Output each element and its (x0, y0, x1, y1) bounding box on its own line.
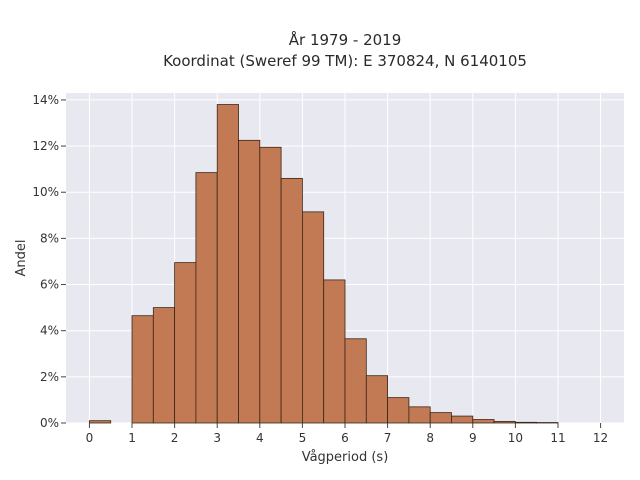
chart-title: År 1979 - 2019 (289, 30, 402, 49)
y-tick-label: 2% (40, 370, 59, 384)
histogram-bar (323, 279, 346, 424)
x-tick-label: 10 (508, 431, 523, 445)
y-tick-label: 14% (32, 93, 59, 107)
y-tick-label: 0% (40, 416, 59, 430)
histogram-bar (514, 421, 538, 424)
histogram-bar (408, 406, 431, 424)
x-tick-label: 12 (593, 431, 608, 445)
histogram-bar (387, 397, 410, 424)
x-tick-label: 4 (256, 431, 264, 445)
x-axis-label: Vågperiod (s) (302, 450, 389, 465)
y-tick-label: 6% (40, 278, 59, 292)
y-tick-label: 10% (32, 185, 59, 199)
y-tick-label: 12% (32, 139, 59, 153)
histogram-bar (493, 420, 516, 424)
y-axis-label: Andel (14, 240, 29, 277)
histogram-bar (429, 412, 452, 424)
x-tick-label: 8 (426, 431, 434, 445)
x-axis-ticks: 0 1 2 3 4 5 6 7 8 9 10 11 12 (86, 423, 608, 445)
y-axis-ticks: 0% 2% 4% 6% 8% 10% 12% 14% (32, 93, 66, 430)
histogram-bar (451, 415, 474, 424)
y-tick-label: 4% (40, 324, 59, 338)
x-tick-label: 11 (550, 431, 565, 445)
x-tick-label: 6 (341, 431, 349, 445)
x-tick-label: 3 (213, 431, 221, 445)
histogram-bar (174, 262, 197, 424)
histogram-bar (280, 177, 303, 424)
histogram-bar (216, 104, 239, 424)
x-tick-label: 0 (86, 431, 94, 445)
histogram-bar (302, 211, 325, 424)
x-tick-label: 9 (469, 431, 477, 445)
x-tick-label: 5 (299, 431, 307, 445)
histogram-bar (259, 146, 282, 424)
histogram-bar (365, 375, 388, 424)
histogram-bar (238, 139, 261, 424)
x-tick-label: 7 (384, 431, 392, 445)
histogram-bar (89, 420, 112, 424)
x-tick-label: 1 (128, 431, 136, 445)
x-tick-label: 2 (171, 431, 179, 445)
y-tick-label: 8% (40, 231, 59, 245)
chart-subtitle: Koordinat (Sweref 99 TM): E 370824, N 61… (163, 52, 527, 70)
histogram-bar (131, 315, 154, 424)
histogram-bar (152, 307, 176, 424)
histogram-bar (195, 172, 218, 424)
bars-group (89, 104, 559, 424)
histogram-bar (344, 338, 367, 424)
histogram-bar (472, 419, 495, 424)
